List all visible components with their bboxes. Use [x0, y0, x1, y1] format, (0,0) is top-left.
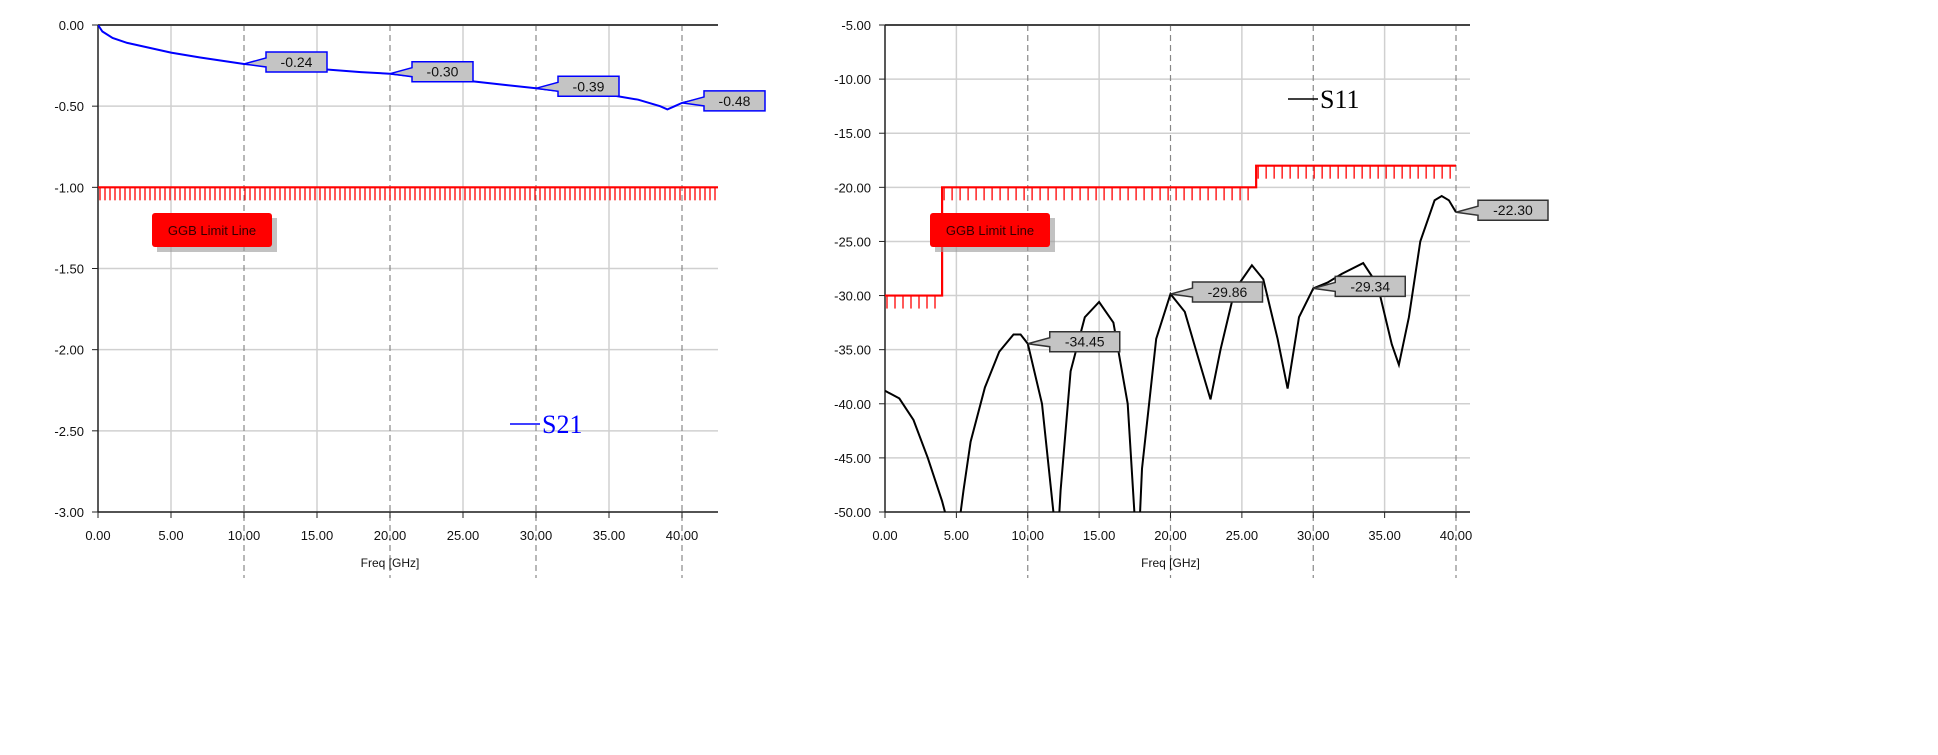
limit-line-path — [885, 164, 1456, 297]
marker-value: -22.30 — [1493, 202, 1533, 218]
y-tick-label: -2.50 — [54, 424, 84, 439]
limit-line-label-text: GGB Limit Line — [946, 223, 1034, 238]
y-tick-label: 0.00 — [59, 18, 84, 33]
y-tick-label: -35.00 — [834, 343, 871, 358]
marker-value: -0.24 — [281, 54, 313, 70]
marker-box — [1170, 281, 1264, 303]
x-tick-label: 30.00 — [520, 528, 553, 543]
y-tick-label: -5.00 — [841, 18, 871, 33]
x-tick-label: 5.00 — [944, 528, 969, 543]
x-tick-label: 0.00 — [85, 528, 110, 543]
y-tick-label: -40.00 — [834, 397, 871, 412]
y-tick-label: -45.00 — [834, 451, 871, 466]
x-axis-title: Freq [GHz] — [361, 556, 420, 570]
y-tick-label: -0.50 — [54, 99, 84, 114]
x-tick-label: 25.00 — [1226, 528, 1259, 543]
marker-box — [1027, 330, 1121, 353]
y-tick-label: -1.50 — [54, 262, 84, 277]
marker-box — [243, 51, 328, 73]
x-tick-label: 15.00 — [1083, 528, 1116, 543]
y-tick-label: -10.00 — [834, 72, 871, 87]
y-tick-label: -20.00 — [834, 180, 871, 195]
marker-callout: -29.34 — [1313, 275, 1406, 298]
x-tick-label: 10.00 — [228, 528, 261, 543]
y-tick-label: -50.00 — [834, 505, 871, 520]
limit-line — [885, 164, 1456, 309]
limit-line-label-text: GGB Limit Line — [168, 223, 256, 238]
marker-callout: -0.39 — [535, 75, 620, 98]
marker-value: -29.34 — [1350, 278, 1390, 294]
limit-line-label: GGB Limit Line — [930, 213, 1055, 252]
x-tick-label: 40.00 — [666, 528, 699, 543]
marker-callout: -34.45 — [1027, 330, 1121, 353]
y-tick-label: -30.00 — [834, 289, 871, 304]
x-tick-label: 0.00 — [872, 528, 897, 543]
y-tick-label: -1.00 — [54, 180, 84, 195]
marker-box — [1455, 199, 1549, 221]
x-tick-label: 35.00 — [593, 528, 626, 543]
marker-callout: -0.24 — [243, 51, 328, 73]
marker-value: -0.39 — [573, 78, 605, 94]
marker-box — [389, 60, 474, 83]
limit-line-label: GGB Limit Line — [152, 213, 277, 252]
marker-box — [535, 75, 620, 98]
marker-value: -0.30 — [427, 64, 459, 80]
legend: S21 — [510, 410, 582, 439]
marker-value: -34.45 — [1065, 334, 1105, 350]
legend-label: S21 — [542, 410, 582, 439]
legend: S11 — [1288, 85, 1360, 114]
marker-box — [681, 90, 766, 112]
x-tick-label: 35.00 — [1368, 528, 1401, 543]
marker-callout: -0.30 — [389, 60, 474, 83]
y-tick-label: -25.00 — [834, 234, 871, 249]
marker-callout: -29.86 — [1170, 281, 1264, 303]
marker-value: -0.48 — [719, 93, 751, 109]
series-s21-line — [98, 25, 718, 111]
x-tick-label: 30.00 — [1297, 528, 1330, 543]
marker-callout: -0.48 — [681, 90, 766, 112]
marker-callout: -22.30 — [1455, 199, 1549, 221]
y-tick-label: -2.00 — [54, 343, 84, 358]
x-tick-label: 20.00 — [374, 528, 407, 543]
x-tick-label: 10.00 — [1011, 528, 1044, 543]
y-tick-label: -15.00 — [834, 126, 871, 141]
y-tick-label: -3.00 — [54, 505, 84, 520]
label-box — [930, 213, 1050, 247]
chart-2: -5.00 -10.00 -15.00 -20.00 -25.00 -30.00 -35.0… — [834, 18, 1549, 578]
x-tick-label: 15.00 — [301, 528, 334, 543]
chart-1: 0.00-0.50-1.00-1.50-2.00-2.50-3.000.00 5.… — [54, 18, 766, 578]
limit-line — [98, 186, 718, 201]
x-tick-label: 25.00 — [447, 528, 480, 543]
x-tick-label: 40.00 — [1440, 528, 1473, 543]
label-box — [152, 213, 272, 247]
x-tick-label: 20.00 — [1154, 528, 1187, 543]
marker-value: -29.86 — [1208, 284, 1248, 300]
x-tick-label: 5.00 — [158, 528, 183, 543]
legend-label: S11 — [1320, 85, 1360, 114]
marker-box — [1313, 275, 1406, 298]
x-axis-title: Freq [GHz] — [1141, 556, 1200, 570]
